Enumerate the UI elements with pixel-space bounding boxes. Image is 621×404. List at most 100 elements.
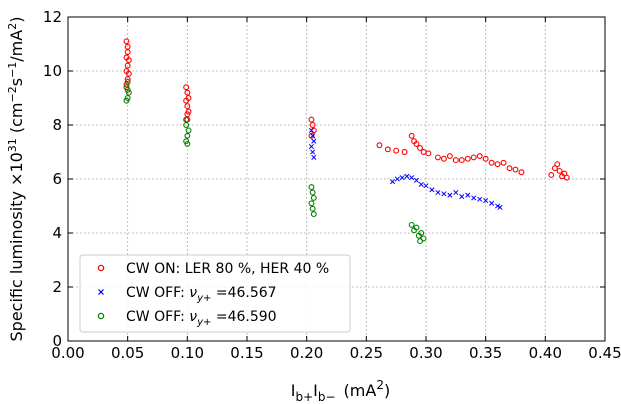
legend-marker-green-circle — [97, 312, 105, 320]
data-point-x — [471, 195, 477, 201]
data-point-circle — [440, 155, 447, 162]
legend-entry-cw-on: CW ON: LER 80 %, HER 40 % — [97, 261, 329, 277]
data-point-circle — [124, 43, 131, 50]
y-tick-label: 6 — [52, 170, 62, 188]
x-tick-label: 0.35 — [469, 344, 502, 362]
x-tick-label: 0.00 — [51, 344, 84, 362]
data-point-circle — [183, 97, 190, 104]
data-point-x — [311, 138, 317, 144]
data-point-x — [477, 196, 483, 202]
data-point-x — [497, 204, 503, 210]
data-point-circle — [310, 194, 317, 201]
data-point-x — [435, 189, 441, 196]
data-point-circle — [434, 154, 441, 161]
data-point-circle — [482, 155, 489, 162]
data-point-circle — [124, 95, 131, 101]
x-tick-label: 0.40 — [529, 344, 562, 362]
series-3 — [123, 78, 427, 245]
data-point-circle — [376, 142, 383, 149]
axis-ticks: 0.00 0.05 0.10 0.15 0.20 0.25 0.30 0.35 0.40 0.45… — [43, 8, 621, 362]
data-point-circle — [452, 157, 459, 164]
legend-label-cw-off-567: CW OFF: νy+ =46.567 — [126, 285, 277, 304]
data-point-circle — [310, 211, 317, 218]
y-axis-label: Specific luminosity ×1031 (cm−2s−1/mA2) — [6, 17, 26, 342]
data-point-circle — [309, 122, 316, 128]
data-point-circle — [183, 84, 190, 91]
x-tick-label: 0.20 — [290, 344, 323, 362]
data-point-x — [489, 200, 495, 206]
legend-entry-cw-off-567: CW OFF: νy+ =46.567 — [98, 285, 277, 304]
data-point-circle — [401, 149, 408, 155]
data-point-circle — [446, 153, 453, 160]
y-tick-label: 10 — [43, 62, 62, 80]
series-2 — [308, 127, 503, 210]
data-point-circle — [183, 138, 190, 145]
data-point-circle — [476, 153, 483, 160]
data-point-circle — [184, 140, 191, 147]
data-point-circle — [417, 145, 423, 151]
data-point-circle — [384, 146, 391, 153]
data-point-circle — [506, 165, 513, 172]
data-point-x — [399, 175, 405, 181]
data-point-x — [311, 154, 317, 160]
data-point-circle — [413, 140, 420, 147]
x-tick-label: 0.05 — [111, 344, 144, 362]
y-tick-label: 4 — [52, 224, 62, 242]
data-point-circle — [185, 108, 192, 115]
data-points — [123, 38, 570, 245]
x-tick-label: 0.25 — [350, 344, 383, 362]
legend-label-cw-on: CW ON: LER 80 %, HER 40 % — [126, 261, 329, 277]
data-point-circle — [308, 132, 315, 139]
data-point-x — [429, 187, 435, 193]
x-tick-label: 0.30 — [409, 344, 442, 362]
data-point-circle — [123, 84, 130, 91]
data-point-x — [404, 173, 410, 179]
data-point-x — [310, 149, 316, 155]
x-tick-label: 0.10 — [171, 344, 204, 362]
data-point-circle — [125, 70, 132, 77]
y-tick-label: 12 — [43, 8, 62, 26]
series-1 — [123, 38, 570, 181]
data-point-x — [390, 179, 396, 185]
data-point-circle — [125, 57, 132, 64]
data-point-x — [459, 193, 465, 200]
data-point-circle — [184, 116, 191, 123]
data-point-circle — [123, 81, 130, 88]
data-point-circle — [185, 127, 192, 134]
data-point-circle — [548, 172, 555, 178]
data-point-circle — [420, 149, 427, 155]
data-point-circle — [308, 200, 315, 207]
data-point-circle — [183, 122, 190, 128]
data-point-circle — [554, 161, 561, 168]
y-tick-label: 2 — [52, 278, 62, 296]
data-point-circle — [184, 89, 191, 96]
data-point-circle — [494, 161, 501, 168]
data-point-x — [447, 192, 453, 198]
data-point-circle — [518, 169, 525, 176]
data-point-circle — [124, 86, 131, 93]
y-tick-label: 0 — [52, 332, 62, 350]
data-point-x — [308, 144, 314, 150]
data-point-x — [453, 189, 459, 196]
data-point-circle — [125, 89, 132, 96]
data-point-circle — [393, 147, 400, 154]
data-point-circle — [184, 103, 191, 110]
data-point-circle — [556, 167, 563, 174]
data-point-circle — [458, 157, 465, 164]
data-point-circle — [124, 76, 131, 83]
data-point-circle — [408, 221, 415, 228]
data-point-circle — [309, 205, 316, 212]
legend-marker-blue-x — [98, 289, 104, 295]
data-point-x — [409, 175, 415, 181]
data-point-circle — [512, 166, 519, 173]
data-point-x — [441, 191, 447, 197]
data-point-circle — [123, 38, 130, 45]
data-point-x — [413, 177, 420, 183]
legend-entry-cw-off-590: CW OFF: νy+ =46.590 — [97, 309, 277, 328]
x-axis-label: Ib+Ib− (mA2) — [291, 378, 390, 404]
data-point-x — [418, 181, 424, 187]
data-point-x — [495, 203, 501, 209]
data-point-circle — [500, 159, 507, 166]
data-point-circle — [308, 184, 315, 191]
